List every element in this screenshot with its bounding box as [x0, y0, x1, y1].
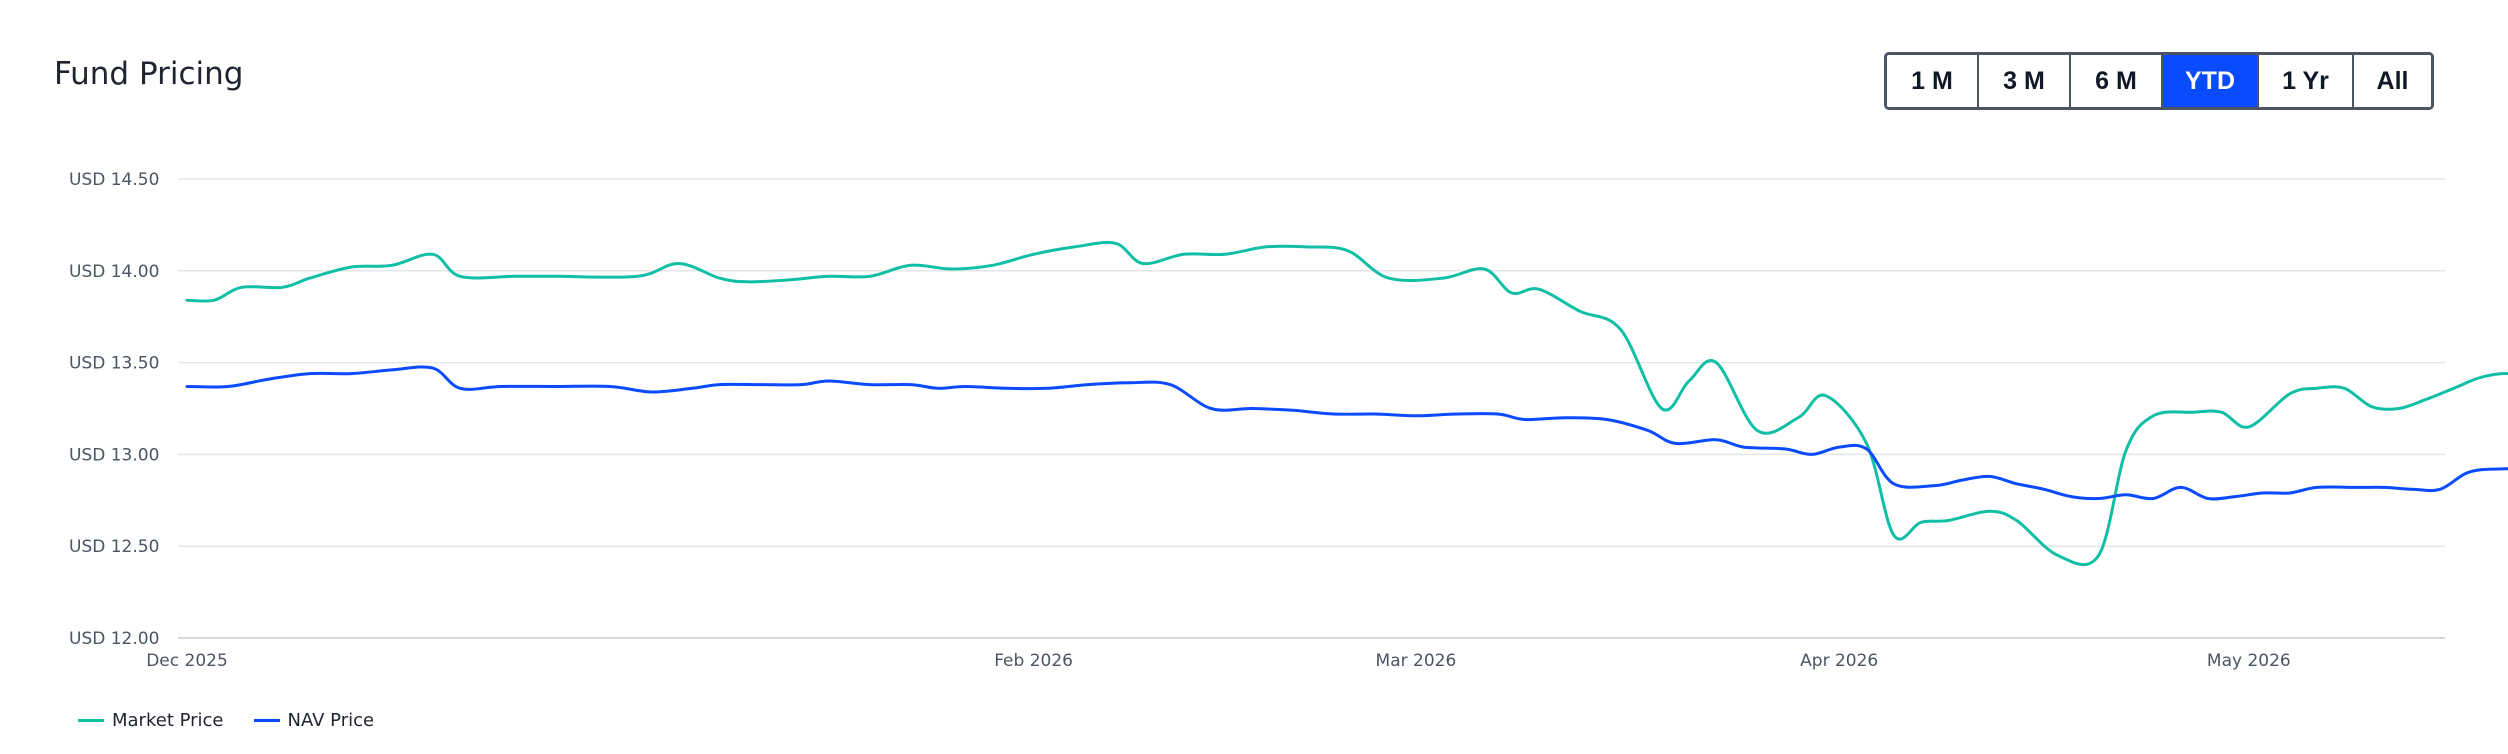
range-1yr-button[interactable]: 1 Yr: [2259, 55, 2354, 107]
range-all-button[interactable]: All: [2354, 55, 2431, 107]
y-tick-label: USD 12.00: [69, 629, 159, 649]
range-3m-button[interactable]: 3 M: [1979, 55, 2071, 107]
y-tick-label: USD 12.50: [69, 537, 159, 557]
x-tick-label: May 2026: [2207, 651, 2291, 671]
y-tick-label: USD 14.50: [69, 170, 159, 190]
market-price-line[interactable]: [185, 240, 2508, 567]
x-tick-label: Apr 2026: [1800, 651, 1878, 671]
range-ytd-button[interactable]: YTD: [2163, 55, 2259, 107]
x-axis-ticks: Dec 2025 Feb 2026 Mar 2026 Apr 2026 May 2026: [146, 651, 2291, 671]
range-1m-button[interactable]: 1 M: [1887, 55, 1979, 107]
range-selector: 1 M 3 M 6 M YTD 1 Yr All: [1884, 52, 2434, 110]
x-tick-label: Dec 2025: [146, 651, 228, 671]
market-price-swatch: [78, 719, 104, 722]
chart-title: Fund Pricing: [54, 56, 244, 92]
y-tick-label: USD 14.00: [69, 262, 159, 282]
y-axis-ticks: USD 12.00 USD 12.50 USD 13.00 USD 13.50 USD …: [69, 170, 159, 649]
nav-price-line[interactable]: [185, 365, 2508, 522]
x-tick-label: Mar 2026: [1376, 651, 1457, 671]
chart-legend: Market Price NAV Price: [78, 710, 374, 731]
legend-item-nav-price[interactable]: NAV Price: [253, 710, 375, 731]
y-tick-label: USD 13.50: [69, 354, 159, 374]
legend-item-market-price[interactable]: Market Price: [78, 710, 224, 731]
x-tick-label: Feb 2026: [994, 651, 1073, 671]
legend-label-nav-price: NAV Price: [287, 710, 375, 731]
y-tick-label: USD 13.00: [69, 445, 159, 465]
legend-label-market-price: Market Price: [112, 710, 224, 731]
grid-lines: [178, 178, 2445, 639]
nav-price-swatch: [253, 719, 280, 722]
series-lines: [185, 240, 2508, 567]
range-6m-button[interactable]: 6 M: [2071, 55, 2163, 107]
